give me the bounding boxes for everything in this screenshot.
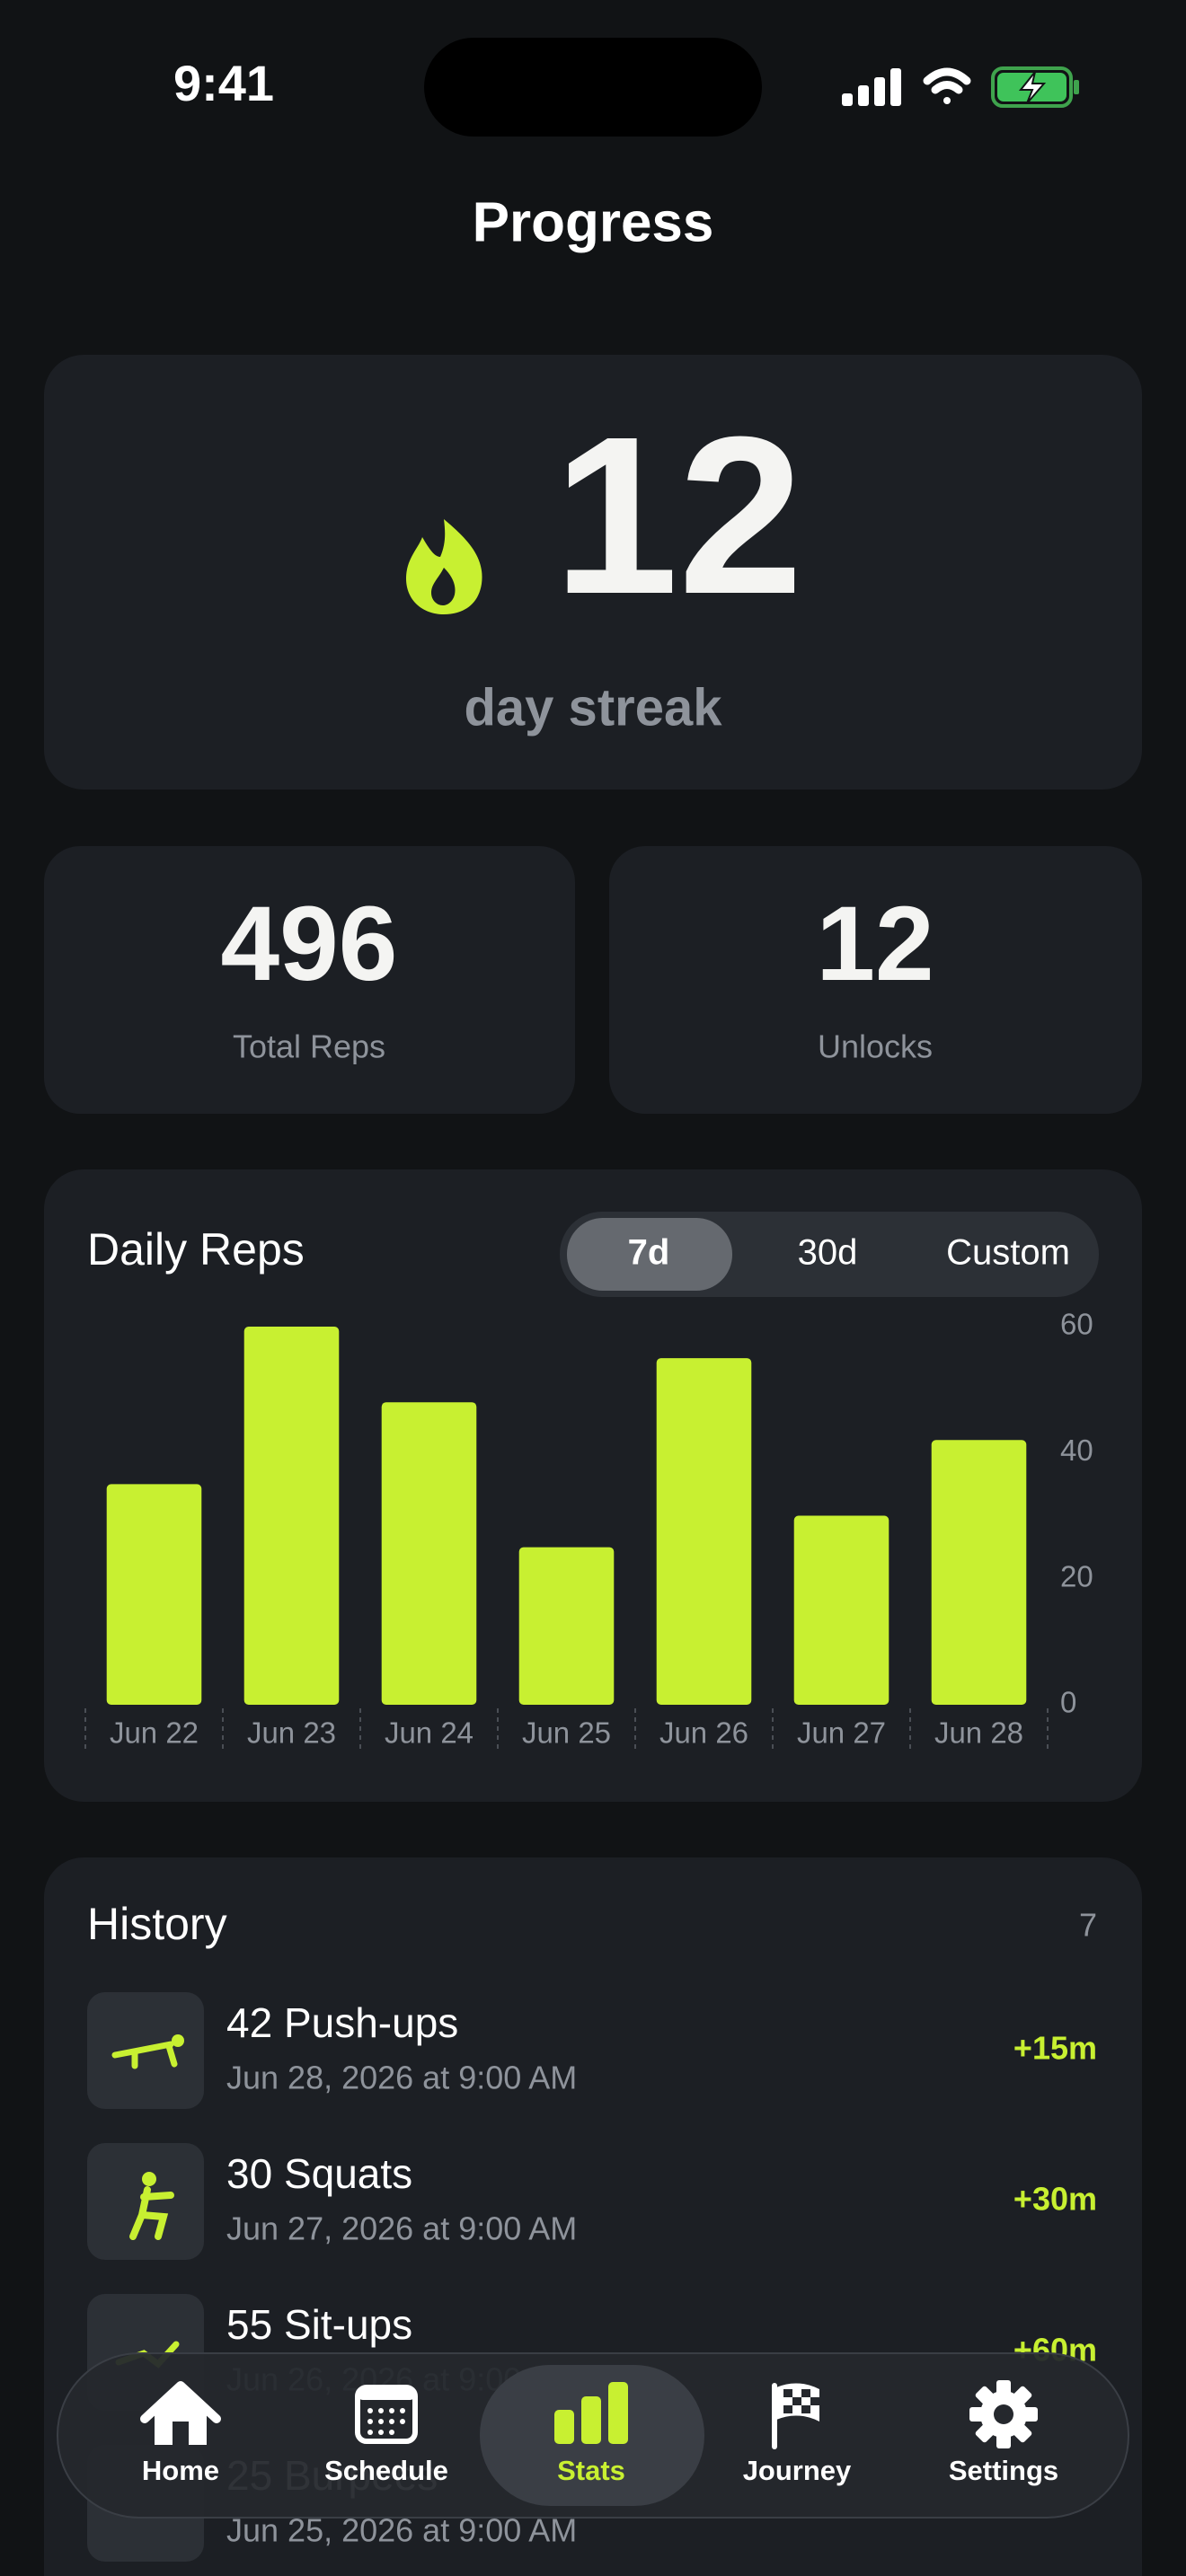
bar [656, 1358, 752, 1705]
range-option[interactable]: 7d [628, 1233, 670, 1273]
signal-icon [842, 68, 901, 106]
y-tick-label: 60 [1060, 1308, 1093, 1341]
x-tick-label: Jun 22 [110, 1716, 199, 1750]
range-option[interactable]: 30d [798, 1233, 858, 1273]
x-tick-label: Jun 25 [522, 1716, 611, 1750]
tab-label[interactable]: Home [142, 2455, 219, 2486]
history-row[interactable]: 42 Push-ups Jun 28, 2026 at 9:00 AM +15m [87, 1992, 1097, 2109]
home-icon [140, 2381, 221, 2445]
schedule-icon [355, 2385, 418, 2444]
journey-icon [772, 2383, 819, 2449]
bar [931, 1440, 1027, 1705]
x-tick-label: Jun 26 [659, 1716, 748, 1750]
history-title: History [87, 1899, 227, 1949]
tab-labels: Home Schedule Stats Journey Settings [142, 2455, 1058, 2486]
stat-label: Unlocks [818, 1028, 933, 1065]
stat-card [44, 846, 575, 1114]
history-name: 42 Push-ups [226, 1999, 458, 2046]
history-reward: +15m [1013, 2030, 1097, 2067]
history-date: Jun 28, 2026 at 9:00 AM [226, 2060, 577, 2096]
history-row[interactable]: 30 Squats Jun 27, 2026 at 9:00 AM +30m [87, 2143, 1097, 2260]
history-reward: +30m [1013, 2181, 1097, 2218]
streak-value: 12 [553, 390, 803, 640]
y-tick-label: 40 [1060, 1434, 1093, 1467]
bar [243, 1327, 340, 1705]
bar [518, 1547, 615, 1705]
y-tick-label: 20 [1060, 1559, 1093, 1592]
exercise-icon [129, 2186, 174, 2240]
settings-icon [969, 2380, 1038, 2448]
streak-card [44, 355, 1142, 790]
stat-value: 496 [221, 885, 398, 1003]
tab-label[interactable]: Stats [557, 2455, 625, 2486]
history-name: 55 Sit-ups [226, 2301, 412, 2348]
x-tick-label: Jun 24 [385, 1716, 474, 1750]
tab-label[interactable]: Settings [949, 2455, 1058, 2486]
flame-inner [431, 568, 456, 605]
status-time: 9:41 [173, 55, 274, 111]
history-count: 7 [1079, 1907, 1097, 1944]
range-option-selected[interactable] [567, 1218, 732, 1291]
dynamic-island [424, 38, 762, 137]
streak-label: day streak [465, 678, 723, 737]
history-date: Jun 27, 2026 at 9:00 AM [226, 2210, 577, 2247]
stat-value: 12 [816, 885, 934, 1003]
chart-layer: 7d 30d Custom 0 20 40 60 Jun 22 Jun 23 Jun 24 Jun … [84, 1218, 1093, 1753]
stats-icon [554, 2382, 628, 2444]
tab-label[interactable]: Journey [743, 2455, 852, 2486]
flame-icon [406, 519, 482, 614]
battery-icon [991, 66, 1079, 108]
stat-label: Total Reps [233, 1028, 385, 1065]
bar [381, 1402, 477, 1705]
bar [106, 1484, 202, 1705]
wifi-icon [923, 67, 971, 104]
chart-title: Daily Reps [87, 1224, 305, 1275]
x-tick-label: Jun 28 [934, 1716, 1023, 1750]
x-tick-label: Jun 23 [247, 1716, 336, 1750]
exercise-icon-head [172, 2034, 184, 2047]
exercise-icon-head [142, 2172, 156, 2186]
stat-card [609, 846, 1142, 1114]
range-option[interactable]: Custom [946, 1233, 1070, 1273]
tab-label[interactable]: Schedule [324, 2455, 448, 2486]
x-tick-label: Jun 27 [797, 1716, 886, 1750]
bar [793, 1515, 890, 1705]
page-title: Progress [473, 191, 714, 253]
y-tick-label: 0 [1060, 1686, 1076, 1719]
exercise-icon [111, 2041, 178, 2069]
history-name: 30 Squats [226, 2150, 412, 2197]
